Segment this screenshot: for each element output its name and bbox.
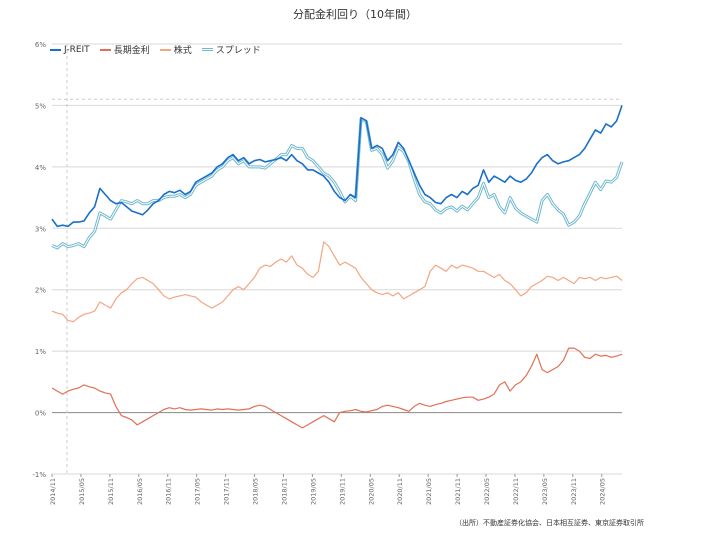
legend-item: 株式 <box>159 43 192 56</box>
x-tick-label: 2018/05 <box>252 478 260 505</box>
series-line-1 <box>51 347 623 429</box>
chart-title: 分配金利回り（10年間） <box>293 8 417 21</box>
x-tick-label: 2017/05 <box>194 478 202 505</box>
y-tick-label: 3% <box>35 225 46 233</box>
legend-swatch <box>50 48 61 51</box>
x-tick-label: 2018/11 <box>280 478 288 505</box>
x-tick-label: 2022/11 <box>512 478 520 505</box>
x-tick-label: 2024/05 <box>599 478 607 505</box>
legend-item: 長期金利 <box>99 43 150 56</box>
series-line-0 <box>51 105 623 228</box>
y-tick-label: -1% <box>32 471 46 479</box>
x-tick-label: 2015/11 <box>107 478 115 505</box>
x-tick-label: 2017/11 <box>223 478 231 505</box>
source-note: （出所）不動産証券化協会、日本相互証券、東京証券取引所 <box>455 519 644 527</box>
series-line-2 <box>51 241 623 323</box>
x-tick-label: 2021/05 <box>425 478 433 505</box>
legend-item: スプレッド <box>201 43 261 56</box>
legend-swatch <box>159 48 171 51</box>
legend-swatch <box>99 48 111 51</box>
x-tick-label: 2019/05 <box>309 478 317 505</box>
y-tick-label: 0% <box>35 410 46 418</box>
legend-item: J-REIT <box>50 43 90 56</box>
y-tick-label: 6% <box>35 41 46 49</box>
x-tick-label: 2016/05 <box>136 478 144 505</box>
x-tick-label: 2020/11 <box>396 478 404 505</box>
legend-label: 株式 <box>173 46 192 56</box>
x-tick-label: 2014/11 <box>49 478 57 505</box>
x-tick-label: 2023/11 <box>570 478 578 505</box>
x-tick-label: 2019/11 <box>338 478 346 505</box>
y-tick-label: 5% <box>35 102 46 110</box>
chart-legend: J-REIT 長期金利 株式 スプレッド <box>50 43 261 56</box>
legend-swatch <box>201 48 213 51</box>
legend-label: J-REIT <box>64 44 90 55</box>
x-tick-label: 2023/05 <box>541 478 549 505</box>
legend-label: 長期金利 <box>113 46 150 56</box>
x-tick-label: 2022/05 <box>483 478 491 505</box>
x-tick-label: 2015/05 <box>78 478 86 505</box>
y-tick-label: 2% <box>35 287 46 295</box>
legend-label: スプレッド <box>215 46 261 56</box>
series-line-3-inner <box>51 118 623 249</box>
x-tick-label: 2020/05 <box>367 478 375 505</box>
y-tick-label: 4% <box>35 164 46 172</box>
x-tick-label: 2016/11 <box>165 478 173 505</box>
y-tick-label: 1% <box>35 348 46 356</box>
x-tick-label: 2021/11 <box>454 478 462 505</box>
